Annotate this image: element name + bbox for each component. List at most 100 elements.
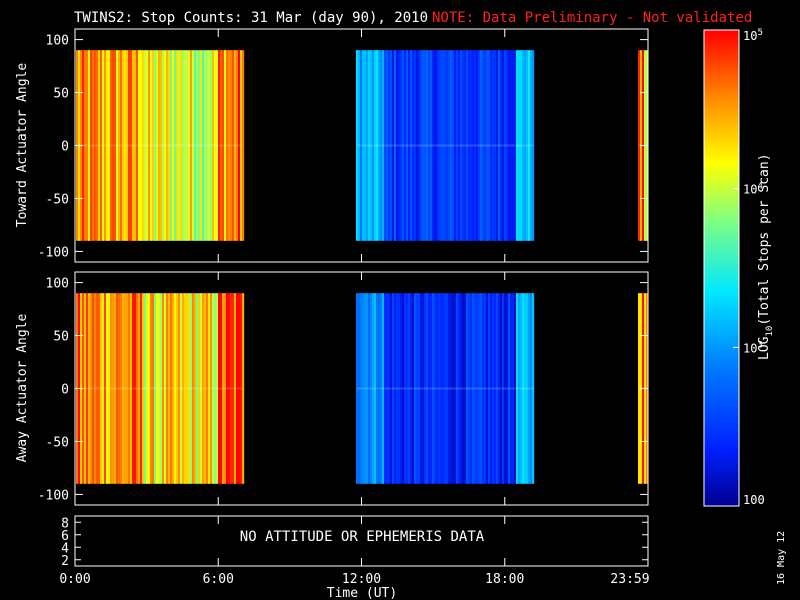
- heatmap-column: [146, 293, 149, 484]
- heatmap-column: [524, 293, 527, 484]
- heatmap-column: [104, 50, 107, 241]
- heatmap-column: [110, 50, 113, 241]
- y-tick-label: 100: [46, 277, 69, 292]
- heatmap-column: [360, 293, 363, 484]
- heatmap-column: [90, 50, 93, 241]
- heatmap-column: [370, 293, 373, 484]
- heatmap-column: [152, 293, 155, 484]
- zero-angle-band: [356, 144, 534, 147]
- y-tick-label: -50: [46, 192, 69, 207]
- heatmap-column: [82, 293, 85, 484]
- colorbar-ticks: 105 104 103 100: [733, 28, 765, 507]
- heatmap-column: [134, 293, 137, 484]
- heatmap-column: [470, 293, 473, 484]
- heatmap-column: [148, 293, 151, 484]
- heatmap-column: [176, 50, 179, 241]
- heatmap-column: [466, 50, 469, 241]
- heatmap-column: [386, 293, 389, 484]
- heatmap-column: [498, 50, 501, 241]
- heatmap-column: [496, 50, 499, 241]
- colorbar-tick-label: 104: [743, 182, 763, 197]
- heatmap-column: [522, 50, 525, 241]
- heatmap-column: [482, 293, 485, 484]
- heatmap-column: [362, 293, 365, 484]
- colorbar-gradient: [704, 30, 739, 506]
- heatmap-column: [140, 293, 143, 484]
- heatmap-column: [126, 293, 129, 484]
- heatmap-column: [92, 293, 95, 484]
- heatmap-column: [410, 50, 413, 241]
- heatmap-column: [154, 293, 157, 484]
- heatmap-column: [184, 50, 187, 241]
- y-tick-label: 4: [61, 541, 69, 556]
- heatmap-column: [420, 50, 423, 241]
- heatmap-column: [442, 293, 445, 484]
- heatmap-column: [144, 50, 147, 241]
- heatmap-column: [94, 50, 97, 241]
- heatmap-column: [84, 50, 87, 241]
- heatmap-column: [408, 293, 411, 484]
- heatmap-column: [170, 293, 173, 484]
- heatmap-column: [436, 293, 439, 484]
- x-tick-label: 18:00: [485, 572, 524, 587]
- heatmap-column: [220, 50, 223, 241]
- heatmap-column: [378, 293, 381, 484]
- heatmap-column: [456, 293, 459, 484]
- heatmap-column: [426, 293, 429, 484]
- heatmap-column: [418, 50, 421, 241]
- heatmap-column: [494, 293, 497, 484]
- heatmap-column: [410, 293, 413, 484]
- heatmap-column: [504, 50, 507, 241]
- heatmap-column: [414, 50, 417, 241]
- heatmap-column: [218, 293, 221, 484]
- heatmap-column: [430, 293, 433, 484]
- heatmap-column: [182, 293, 185, 484]
- heatmap-column: [514, 50, 517, 241]
- heatmap-column: [486, 293, 489, 484]
- heatmap-column: [212, 50, 215, 241]
- heatmap-column: [378, 50, 381, 241]
- heatmap-column: [110, 293, 113, 484]
- heatmap-column: [364, 50, 367, 241]
- heatmap-column: [226, 293, 229, 484]
- heatmap-column: [460, 50, 463, 241]
- heatmap-column: [366, 50, 369, 241]
- heatmap-column: [430, 50, 433, 241]
- heatmap-column: [500, 293, 503, 484]
- heatmap-column: [388, 50, 391, 241]
- heatmap-column: [374, 293, 377, 484]
- heatmap-column: [420, 293, 423, 484]
- heatmap-column: [478, 293, 481, 484]
- heatmap-column: [98, 50, 101, 241]
- toward-y-axis: 100 50 0 -50 -100: [38, 34, 648, 260]
- x-tick-label: 0:00: [59, 572, 90, 587]
- heatmap-column: [382, 50, 385, 241]
- heatmap-column: [174, 293, 177, 484]
- heatmap-column: [194, 293, 197, 484]
- date-stamp: 16 May 12: [776, 531, 787, 585]
- heatmap-column: [158, 293, 161, 484]
- heatmap-column: [470, 50, 473, 241]
- heatmap-column: [488, 293, 491, 484]
- heatmap-column: [134, 50, 137, 241]
- heatmap-column: [142, 293, 145, 484]
- heatmap-column: [390, 293, 393, 484]
- heatmap-column: [356, 293, 359, 484]
- heatmap-column: [438, 293, 441, 484]
- heatmap-column: [122, 50, 125, 241]
- heatmap-column: [216, 293, 219, 484]
- heatmap-column: [100, 50, 103, 241]
- heatmap-column: [214, 293, 217, 484]
- heatmap-column: [406, 50, 409, 241]
- heatmap-column: [414, 293, 417, 484]
- heatmap-column: [492, 293, 495, 484]
- heatmap-column: [530, 293, 533, 484]
- heatmap-column: [222, 50, 225, 241]
- heatmap-column: [508, 50, 511, 241]
- heatmap-column: [204, 293, 207, 484]
- heatmap-column: [86, 50, 89, 241]
- heatmap-column: [124, 293, 127, 484]
- heatmap-column: [128, 50, 131, 241]
